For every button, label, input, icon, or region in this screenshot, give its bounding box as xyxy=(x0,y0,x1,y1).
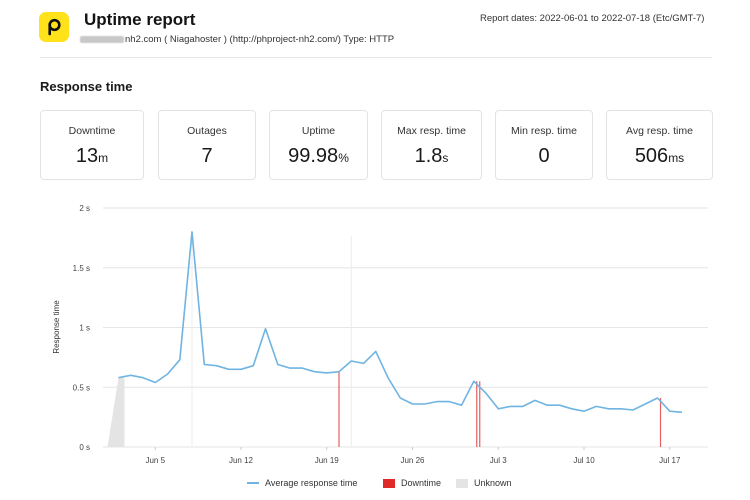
x-tick-label: Jun 5 xyxy=(145,456,165,465)
chart-canvas: 0 s 0.5 s 1 s 1.5 s 2 s Response time Jun 5 Jun… xyxy=(52,204,708,465)
stat-value: 99.98% xyxy=(288,145,349,167)
legend-avg: Average response time xyxy=(247,478,357,488)
section-title: Response time xyxy=(40,79,133,94)
x-tick-label: Jul 17 xyxy=(659,456,681,465)
legend-unknown: Unknown xyxy=(456,478,512,488)
header-divider xyxy=(40,57,712,58)
x-tick-label: Jun 26 xyxy=(400,456,425,465)
x-tick-label: Jul 10 xyxy=(573,456,595,465)
y-tick-label: 1.5 s xyxy=(73,264,90,273)
downtime-swatch-icon xyxy=(383,478,395,488)
stat-label: Downtime xyxy=(68,125,116,137)
monitor-details: nh2.com ( Niagahoster ) (http://phprojec… xyxy=(125,34,395,45)
stat-card-avg-resp: Avg resp. time 506ms xyxy=(606,110,713,180)
y-tick-label: 1 s xyxy=(79,324,90,333)
unknown-swatch-icon xyxy=(456,478,468,488)
monitor-info: nh2.com ( Niagahoster ) (http://phprojec… xyxy=(80,34,394,45)
chart-legend: Average response time Downtime Unknown xyxy=(0,474,750,494)
line-swatch-icon xyxy=(247,482,259,484)
page-title: Uptime report xyxy=(84,10,196,29)
y-axis-label: Response time xyxy=(52,300,61,354)
stat-value: 506ms xyxy=(634,145,685,167)
x-tick-label: Jun 12 xyxy=(229,456,254,465)
stat-value: 0 xyxy=(538,145,550,167)
redacted-domain xyxy=(80,35,124,43)
p-logo-icon xyxy=(39,12,69,42)
stat-label: Avg resp. time xyxy=(626,125,693,137)
stat-value: 7 xyxy=(201,145,213,167)
legend-downtime: Downtime xyxy=(383,478,441,488)
stat-label: Max resp. time xyxy=(397,125,466,137)
stat-label: Outages xyxy=(187,125,227,137)
x-tick-label: Jun 19 xyxy=(315,456,340,465)
stat-value: 1.8s xyxy=(414,145,449,167)
x-tick-label: Jul 3 xyxy=(490,456,507,465)
stat-card-downtime: Downtime 13m xyxy=(40,110,144,180)
y-tick-label: 0 s xyxy=(79,443,90,452)
report-dates: Report dates: 2022-06-01 to 2022-07-18 (… xyxy=(480,13,705,24)
stat-card-min-resp: Min resp. time 0 xyxy=(495,110,593,180)
y-tick-label: 2 s xyxy=(79,204,90,213)
response-time-chart: 0 s 0.5 s 1 s 1.5 s 2 s Response time Jun 5 Jun… xyxy=(0,195,750,470)
stat-label: Min resp. time xyxy=(511,125,577,137)
stat-card-max-resp: Max resp. time 1.8s xyxy=(381,110,482,180)
stat-value: 13m xyxy=(75,145,109,167)
stat-card-outages: Outages 7 xyxy=(158,110,256,180)
y-tick-label: 0.5 s xyxy=(73,383,90,392)
stat-card-uptime: Uptime 99.98% xyxy=(269,110,368,180)
unknown-area xyxy=(107,377,125,447)
stat-cards: Downtime 13m Outages 7 Uptime 99.98% Max… xyxy=(40,110,713,182)
report-header: Uptime report nh2.com ( Niagahoster ) (h… xyxy=(0,0,750,58)
stat-label: Uptime xyxy=(301,125,336,137)
p-letter-icon xyxy=(48,18,61,36)
avg-response-line xyxy=(118,231,683,414)
